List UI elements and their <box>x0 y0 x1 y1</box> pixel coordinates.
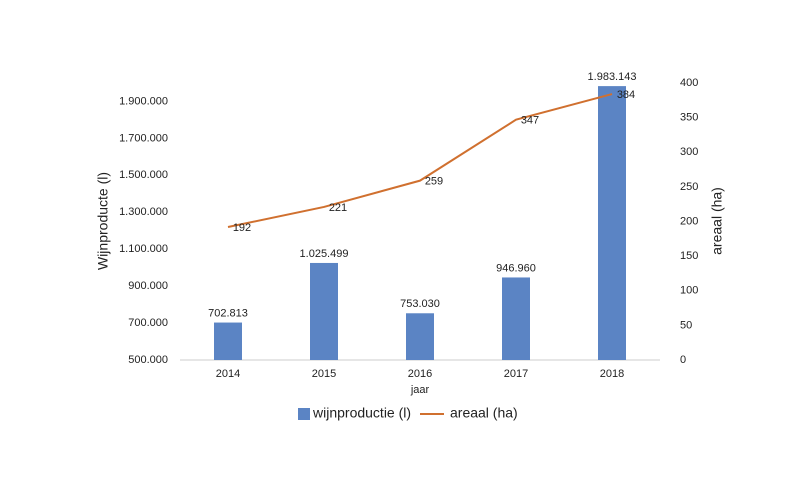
y2-tick-label: 100 <box>680 285 698 297</box>
bar <box>214 322 242 360</box>
y-tick-label: 1.700.000 <box>119 132 168 144</box>
y-tick-label: 1.300.000 <box>119 206 168 218</box>
x-axis-title: jaar <box>410 384 430 396</box>
line <box>227 93 613 229</box>
line-value-label: 347 <box>521 115 539 127</box>
y2-tick-label: 200 <box>680 215 698 227</box>
y-tick-label: 500.000 <box>128 354 168 366</box>
y-axis-title: Wijnproducte (l) <box>95 172 111 270</box>
y-tick-label: 1.500.000 <box>119 169 168 181</box>
x-tick-label: 2017 <box>504 368 528 380</box>
bar <box>598 86 626 361</box>
x-tick-label: 2016 <box>408 368 432 380</box>
bar-value-label: 1.025.499 <box>300 248 349 260</box>
bar-value-label: 753.030 <box>400 298 440 310</box>
bar <box>406 313 434 360</box>
x-tick-label: 2018 <box>600 368 624 380</box>
line-value-label: 221 <box>329 202 347 214</box>
y2-tick-label: 350 <box>680 112 698 124</box>
y-tick-label: 700.000 <box>128 317 168 329</box>
line-value-label: 192 <box>233 222 251 234</box>
x-tick-label: 2014 <box>216 368 240 380</box>
bar <box>502 277 530 360</box>
y2-tick-label: 150 <box>680 250 698 262</box>
y-tick-label: 1.900.000 <box>119 95 168 107</box>
legend-text: areaal (ha) <box>450 405 518 421</box>
y2-tick-label: 50 <box>680 319 692 331</box>
bar <box>310 262 338 360</box>
bar-value-label: 946.960 <box>496 262 536 274</box>
legend-text: wijnproductie (l) <box>312 405 411 421</box>
y2-tick-label: 0 <box>680 354 686 366</box>
x-tick-label: 2015 <box>312 368 336 380</box>
bar-value-label: 1.983.143 <box>588 71 637 83</box>
y2-axis-title: areaal (ha) <box>709 187 725 255</box>
y2-tick-label: 300 <box>680 146 698 158</box>
line-value-label: 259 <box>425 176 443 188</box>
y-tick-label: 900.000 <box>128 280 168 292</box>
y-tick-label: 1.100.000 <box>119 243 168 255</box>
bar-value-label: 702.813 <box>208 307 248 319</box>
legend-swatch <box>298 408 310 420</box>
y2-tick-label: 250 <box>680 181 698 193</box>
y2-tick-label: 400 <box>680 77 698 89</box>
line-value-label: 384 <box>617 89 635 101</box>
